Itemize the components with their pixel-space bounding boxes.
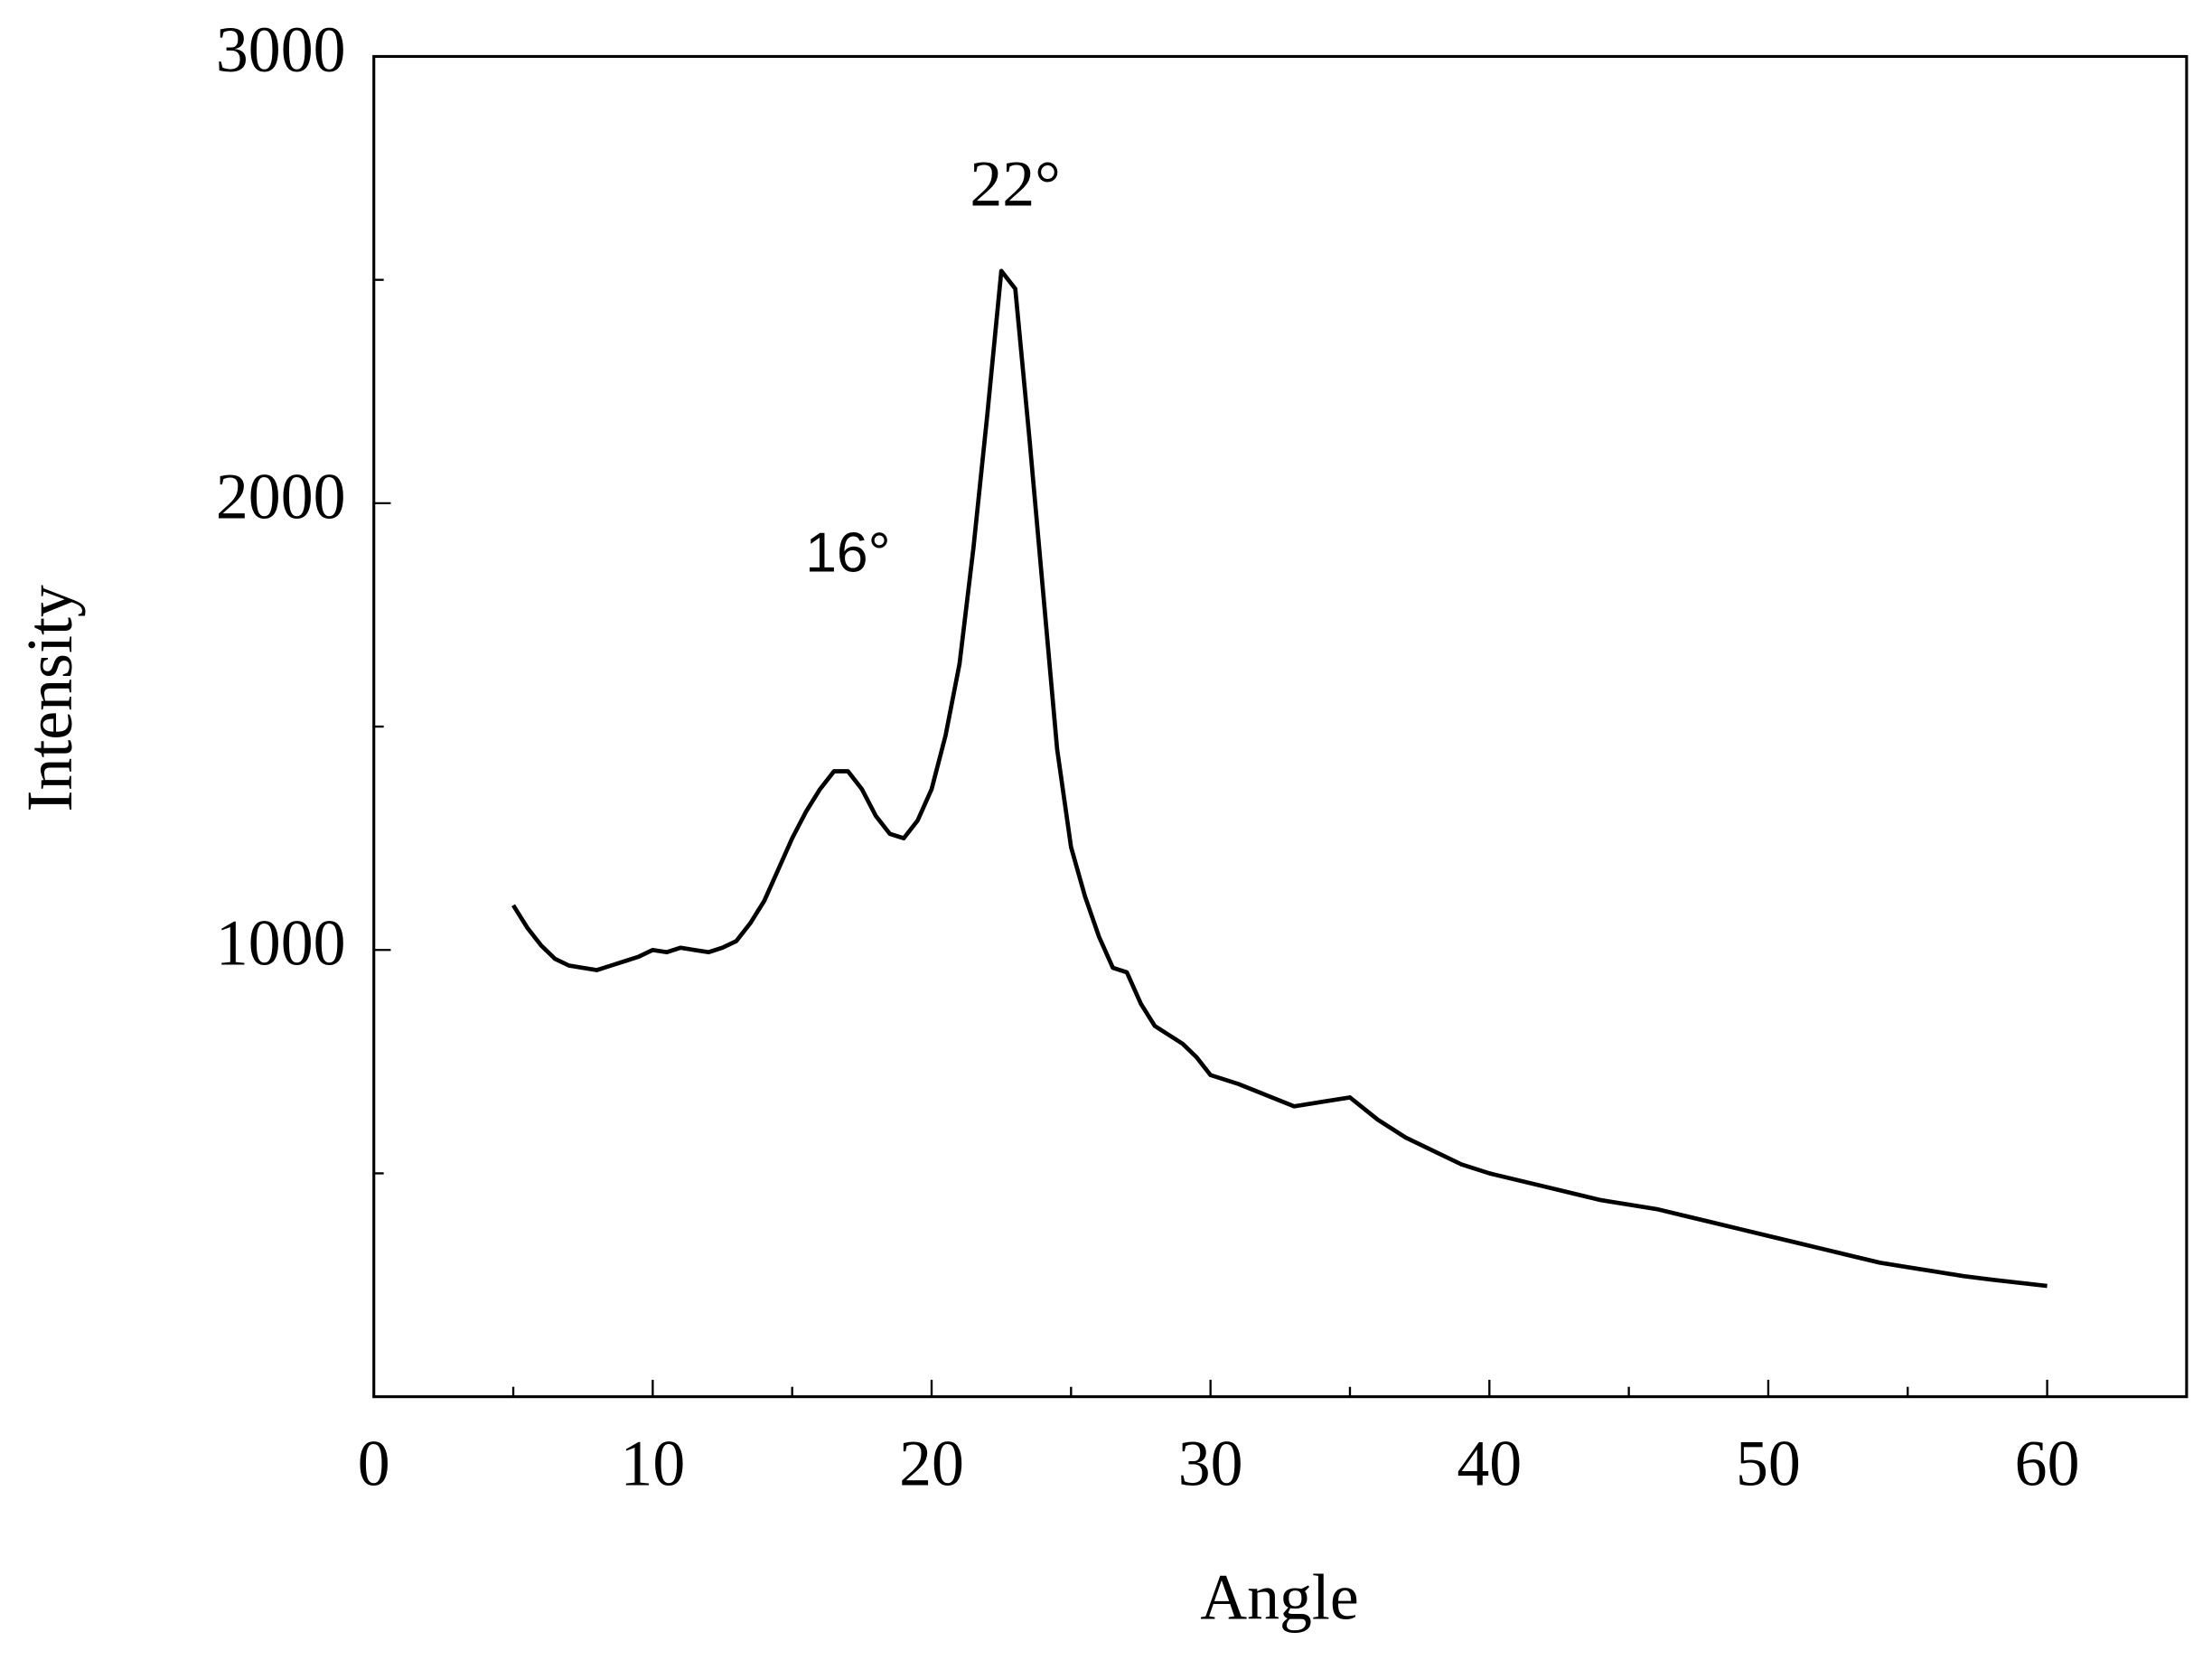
x-tick-label: 40 — [1457, 1427, 1522, 1499]
x-tick-label: 50 — [1736, 1427, 1801, 1499]
x-tick-label: 10 — [620, 1427, 685, 1499]
x-tick-label: 20 — [899, 1427, 964, 1499]
y-tick-label: 1000 — [216, 907, 346, 980]
x-axis-label: Angle — [1200, 1562, 1358, 1634]
annotation: 22° — [970, 147, 1061, 220]
x-tick-label: 60 — [2015, 1427, 2080, 1499]
x-tick-label: 30 — [1178, 1427, 1243, 1499]
annotation: 16° — [805, 521, 890, 585]
y-tick-label: 3000 — [216, 14, 346, 86]
x-tick-label: 0 — [358, 1427, 390, 1499]
y-axis-label: Intensity — [14, 585, 86, 811]
y-tick-label: 2000 — [216, 460, 346, 532]
data-line — [511, 268, 2048, 1289]
plot-frame — [372, 54, 2189, 1399]
